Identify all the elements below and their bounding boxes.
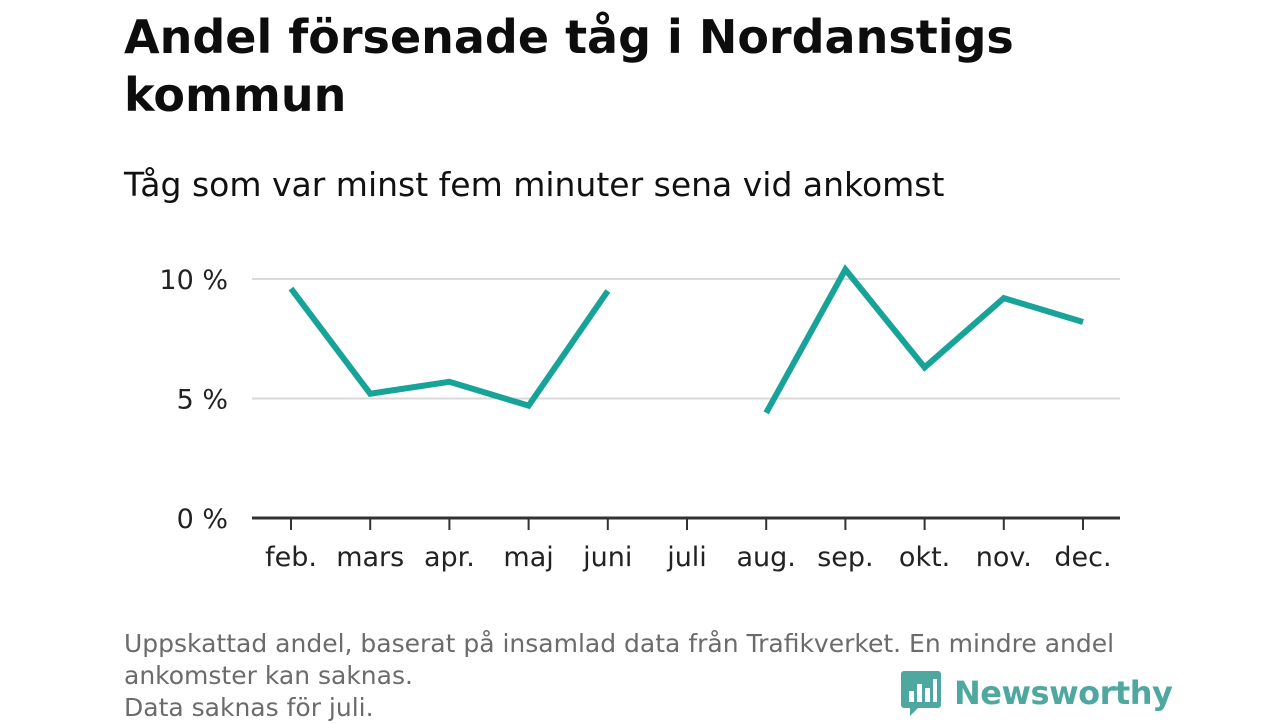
grid-lines — [252, 278, 1120, 400]
x-tick-label: feb. — [265, 542, 317, 573]
x-tick-label: juni — [582, 542, 632, 573]
chart-subtitle: Tåg som var minst fem minuter sena vid a… — [124, 165, 945, 204]
brand-name: Newsworthy — [954, 674, 1173, 712]
y-tick-label: 10 % — [159, 265, 228, 296]
x-tick-label: juli — [666, 542, 707, 573]
x-tick-label: mars — [336, 542, 404, 573]
footnote-line-1: Uppskattad andel, baserat på insamlad da… — [124, 629, 1115, 658]
footnote-line-2: ankomster kan saknas. — [124, 661, 413, 690]
y-axis-ticks: 0 % 5 % 10 % — [159, 265, 228, 535]
chart-title: Andel försenade tåg i Nordanstigs kommun — [124, 10, 1014, 122]
y-tick-label: 5 % — [177, 385, 228, 416]
footnote-line-3: Data saknas för juli. — [124, 693, 374, 722]
series-lines — [288, 264, 1084, 415]
x-tick-label: okt. — [899, 542, 950, 573]
x-tick-label: dec. — [1054, 542, 1111, 573]
x-tick-label: apr. — [424, 542, 475, 573]
series-line-segment — [288, 286, 611, 410]
line-chart: 0 % 5 % 10 % feb. mars apr. maj juni juli aug. se… — [159, 264, 1120, 573]
x-tick-label: maj — [503, 542, 553, 573]
x-axis-ticks: feb. mars apr. maj juni juli aug. sep. okt. nov. d… — [265, 518, 1112, 573]
x-tick-label: aug. — [737, 542, 796, 573]
chart-footnote: Uppskattad andel, baserat på insamlad da… — [124, 628, 1164, 724]
y-tick-label: 0 % — [177, 504, 228, 535]
x-tick-label: sep. — [817, 542, 873, 573]
series-line-segment — [763, 264, 1084, 415]
bar-chart-speech-bubble-icon — [901, 671, 941, 716]
x-tick-label: nov. — [976, 542, 1032, 573]
newsworthy-logo: Newsworthy — [900, 668, 1173, 718]
